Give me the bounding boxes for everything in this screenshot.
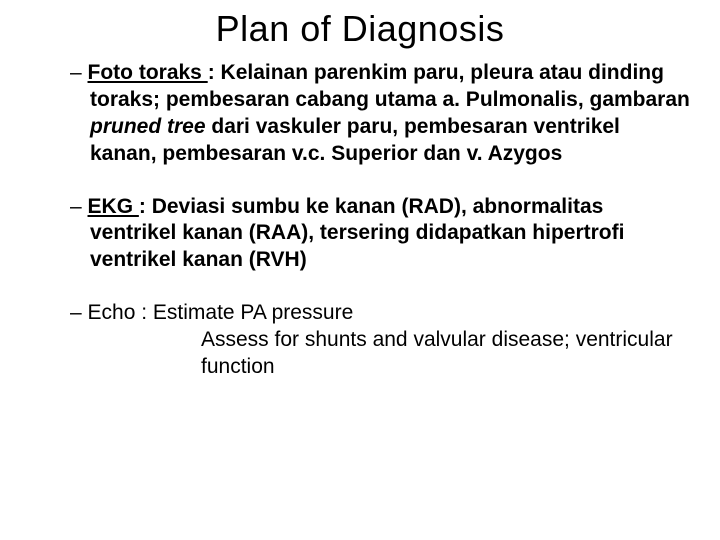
dash-icon: –: [70, 195, 88, 218]
bullet-label: EKG: [88, 195, 139, 218]
bullet-sep: :: [135, 301, 153, 324]
bullet-continuation: Assess for shunts and valvular disease; …: [90, 327, 692, 381]
bullet-ekg: – EKG : Deviasi sumbu ke kanan (RAD), ab…: [28, 194, 692, 275]
bullet-italic: pruned tree: [90, 115, 206, 138]
bullet-body-a: Estimate PA pressure: [153, 301, 353, 324]
bullet-label: Echo: [88, 301, 136, 324]
bullet-sep: :: [139, 195, 152, 218]
bullet-echo: – Echo : Estimate PA pressure Assess for…: [28, 300, 692, 381]
bullet-body-a: Deviasi sumbu ke kanan (RAD), abnormalit…: [90, 195, 624, 272]
slide-title: Plan of Diagnosis: [28, 8, 692, 50]
dash-icon: –: [70, 301, 88, 324]
bullet-label: Foto toraks: [88, 61, 208, 84]
bullet-sep: :: [208, 61, 221, 84]
bullet-foto-toraks: – Foto toraks : Kelainan parenkim paru, …: [28, 60, 692, 168]
dash-icon: –: [70, 61, 88, 84]
